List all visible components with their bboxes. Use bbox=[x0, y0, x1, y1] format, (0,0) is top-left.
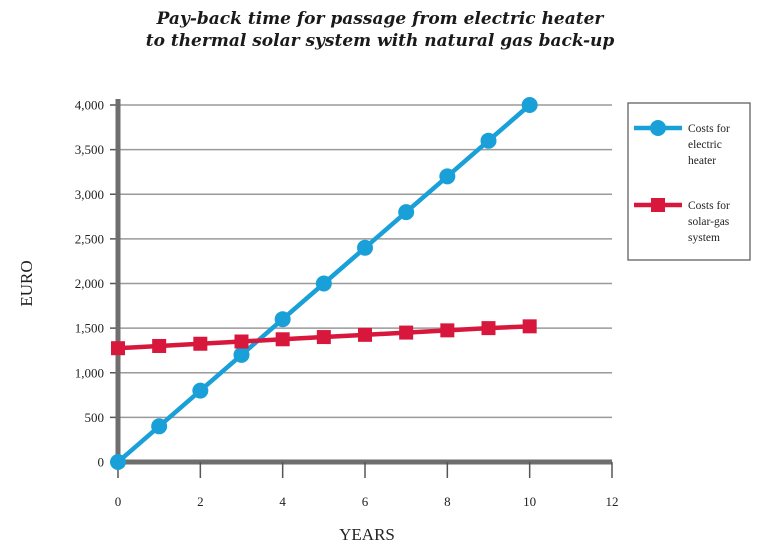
series-0-point-2 bbox=[192, 382, 209, 399]
series-0-point-3 bbox=[233, 346, 250, 363]
legend-label-1-line-2: system bbox=[688, 232, 720, 244]
chart-title-line-2: to thermal solar system with natural gas… bbox=[145, 31, 615, 51]
legend-swatch-marker-0 bbox=[650, 120, 666, 136]
y-tick-label-6: 3,000 bbox=[75, 187, 104, 202]
legend: Costs for electric heater Costs for solar-ga… bbox=[627, 102, 751, 261]
series-1-point-6 bbox=[358, 327, 372, 342]
y-tick-label-0: 0 bbox=[98, 455, 105, 470]
series-1-point-0 bbox=[111, 341, 125, 356]
series-0-point-6 bbox=[357, 239, 373, 256]
x-tick-label-3: 6 bbox=[362, 494, 369, 509]
legend-label-1-line-1: solar-gas bbox=[688, 216, 730, 228]
x-tick-label-6: 12 bbox=[606, 494, 619, 509]
y-tick-label-7: 3,500 bbox=[75, 142, 104, 157]
x-axis-title: YEARS bbox=[339, 525, 395, 544]
x-tick-label-1: 2 bbox=[197, 494, 204, 509]
legend-swatch-marker-1 bbox=[651, 198, 665, 212]
x-tick-label-4: 8 bbox=[444, 494, 451, 509]
series-1-point-1 bbox=[152, 338, 167, 353]
series-0-point-0 bbox=[110, 454, 126, 470]
series-1-point-5 bbox=[316, 330, 331, 345]
y-tick-label-4: 2,000 bbox=[75, 276, 104, 291]
chart-title-line-1: Pay-back time for passage from electric … bbox=[156, 9, 604, 29]
series-1-point-8 bbox=[440, 323, 455, 338]
x-tick-label-2: 4 bbox=[279, 494, 286, 509]
y-tick-labels: 0 500 1,000 1,500 2,000 2,500 3,000 3,500 4,000 bbox=[75, 98, 104, 470]
series-1-point-3 bbox=[234, 334, 249, 349]
series-1-point-9 bbox=[481, 321, 496, 336]
axes bbox=[110, 99, 613, 478]
y-tick-label-1: 500 bbox=[85, 410, 105, 425]
series-1-point-2 bbox=[193, 336, 208, 351]
legend-label-0-line-2: heater bbox=[688, 155, 716, 167]
x-tick-label-5: 10 bbox=[523, 494, 536, 509]
grid-lines bbox=[118, 104, 612, 419]
series-layer bbox=[110, 97, 538, 470]
series-0-point-5 bbox=[315, 275, 332, 292]
chart-title: Pay-back time for passage from electric … bbox=[60, 8, 700, 52]
series-0-point-4 bbox=[274, 311, 291, 328]
series-0-point-1 bbox=[151, 418, 168, 435]
y-tick-label-8: 4,000 bbox=[75, 98, 104, 113]
legend-label-0-line-0: Costs for bbox=[688, 123, 730, 135]
x-tick-label-0: 0 bbox=[115, 494, 122, 509]
series-0-point-10 bbox=[521, 97, 538, 113]
y-tick-label-5: 2,500 bbox=[75, 231, 104, 246]
y-tick-label-2: 1,000 bbox=[75, 365, 104, 380]
series-0-point-8 bbox=[439, 168, 456, 185]
legend-label-0-line-1: electric bbox=[688, 139, 722, 151]
series-0-point-7 bbox=[398, 204, 415, 221]
series-1-point-10 bbox=[522, 319, 537, 334]
y-tick-label-3: 1,500 bbox=[75, 321, 104, 336]
series-0-point-9 bbox=[480, 132, 497, 149]
series-1-point-4 bbox=[275, 332, 290, 347]
y-axis-title: EURO bbox=[17, 260, 36, 306]
legend-label-1-line-0: Costs for bbox=[688, 200, 730, 212]
x-tick-labels: 0 2 4 6 8 10 12 bbox=[115, 494, 619, 509]
series-1-point-7 bbox=[399, 325, 414, 340]
